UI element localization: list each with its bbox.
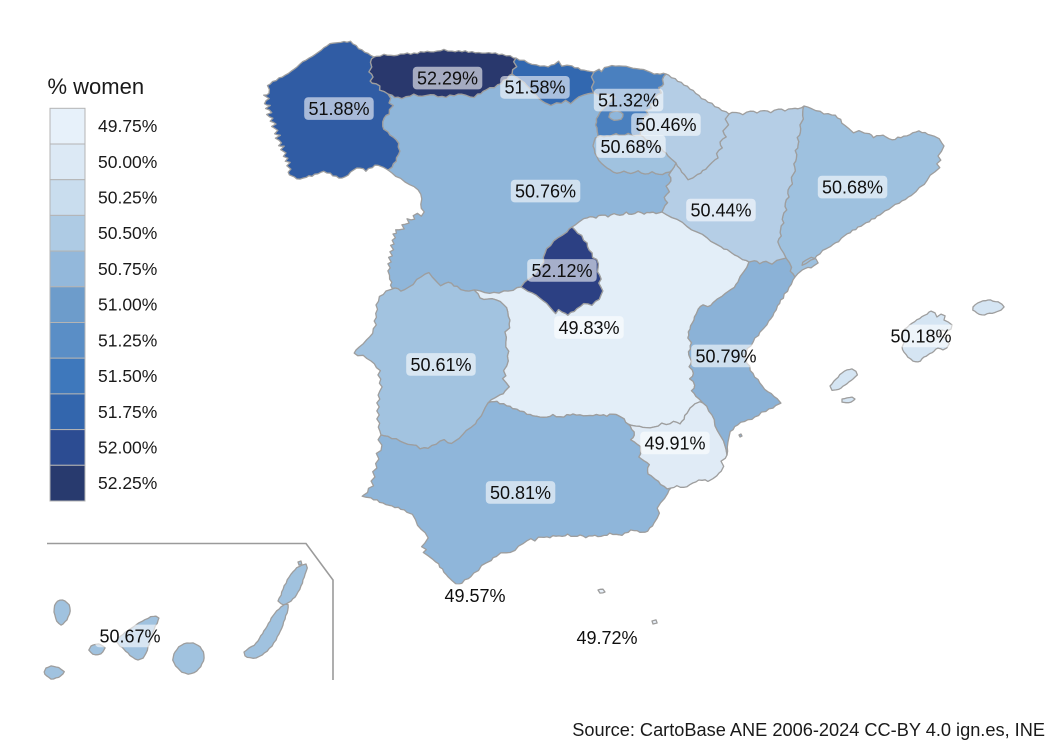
svg-text:51.58%: 51.58%	[504, 78, 565, 98]
svg-text:51.00%: 51.00%	[98, 295, 157, 315]
svg-text:49.57%: 49.57%	[444, 586, 505, 606]
svg-text:52.25%: 52.25%	[98, 473, 157, 493]
svg-text:50.50%: 50.50%	[98, 223, 157, 243]
svg-text:51.88%: 51.88%	[308, 99, 369, 119]
svg-text:% women: % women	[48, 74, 145, 99]
svg-text:49.72%: 49.72%	[576, 628, 637, 648]
svg-text:50.68%: 50.68%	[822, 177, 883, 197]
svg-text:51.32%: 51.32%	[598, 90, 659, 110]
svg-text:50.18%: 50.18%	[890, 326, 951, 346]
svg-text:50.67%: 50.67%	[99, 626, 160, 646]
svg-text:51.75%: 51.75%	[98, 402, 157, 422]
svg-text:52.12%: 52.12%	[531, 261, 592, 281]
svg-text:50.75%: 50.75%	[98, 259, 157, 279]
svg-text:50.76%: 50.76%	[515, 181, 576, 201]
svg-text:50.44%: 50.44%	[690, 200, 751, 220]
svg-text:50.00%: 50.00%	[98, 152, 157, 172]
svg-text:50.61%: 50.61%	[410, 355, 471, 375]
svg-text:51.25%: 51.25%	[98, 330, 157, 350]
svg-text:49.75%: 49.75%	[98, 116, 157, 136]
svg-text:50.79%: 50.79%	[695, 346, 756, 366]
svg-text:Source: CartoBase ANE 2006-202: Source: CartoBase ANE 2006-2024 CC-BY 4.…	[572, 720, 1045, 740]
svg-text:51.50%: 51.50%	[98, 366, 157, 386]
svg-text:50.81%: 50.81%	[490, 483, 551, 503]
svg-text:50.25%: 50.25%	[98, 188, 157, 208]
svg-text:50.68%: 50.68%	[600, 137, 661, 157]
svg-text:49.83%: 49.83%	[558, 318, 619, 338]
svg-text:50.46%: 50.46%	[635, 115, 696, 135]
svg-text:52.00%: 52.00%	[98, 438, 157, 458]
svg-text:49.91%: 49.91%	[644, 433, 705, 453]
svg-text:52.29%: 52.29%	[417, 68, 478, 88]
